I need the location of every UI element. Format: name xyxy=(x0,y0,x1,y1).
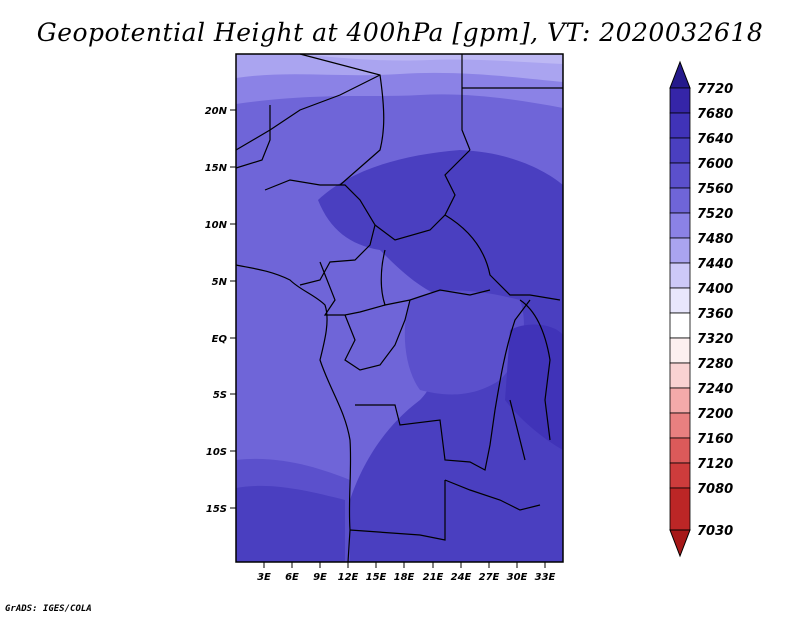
lon-label-21e: 21E xyxy=(423,572,444,583)
colorbar-label-7160: 7160 xyxy=(697,432,733,447)
map-frame xyxy=(235,53,564,563)
colorbar-label-7280: 7280 xyxy=(697,357,733,372)
colorbar-label-7240: 7240 xyxy=(697,382,733,397)
colorbar-label-7080: 7080 xyxy=(697,482,733,497)
colorbar-band-7480 xyxy=(669,237,691,264)
border-zambia xyxy=(444,479,541,511)
border-sahel-west xyxy=(235,105,271,169)
colorbar-band-7360 xyxy=(669,312,691,339)
country-borders xyxy=(235,53,563,563)
colorbar-label-7640: 7640 xyxy=(697,132,733,147)
colorbar-band-7400 xyxy=(669,287,691,314)
lon-label-24e: 24E xyxy=(451,572,472,583)
border-drc-east xyxy=(494,299,531,411)
border-car-drc xyxy=(380,249,491,306)
colorbar-label-7030: 7030 xyxy=(697,524,733,539)
border-niger-chad xyxy=(235,74,381,151)
colorbar-band-7720 xyxy=(669,87,691,114)
colorbar-label-7560: 7560 xyxy=(697,182,733,197)
lat-axis xyxy=(230,109,236,509)
colorbar-band-7080 xyxy=(669,487,691,531)
height-field xyxy=(236,54,563,562)
border-cameroon xyxy=(319,261,386,316)
colorbar xyxy=(669,60,691,558)
field-south-dark xyxy=(236,485,345,562)
colorbar-band-7680 xyxy=(669,112,691,139)
lon-label-3e: 3E xyxy=(257,572,271,583)
colorbar-band-7320 xyxy=(669,337,691,364)
lon-label-33e: 33E xyxy=(535,572,556,583)
colorbar-top-arrow xyxy=(669,60,691,89)
lon-label-6e: 6E xyxy=(285,572,299,583)
colorbar-label-7480: 7480 xyxy=(697,232,733,247)
colorbar-band-7240 xyxy=(669,387,691,414)
field-north-lightest xyxy=(300,54,563,64)
colorbar-label-7440: 7440 xyxy=(697,257,733,272)
colorbar-band-7440 xyxy=(669,262,691,289)
lat-label-eq: EQ xyxy=(212,334,228,345)
field-central-light xyxy=(404,290,524,395)
lon-label-12e: 12E xyxy=(338,572,359,583)
lat-label-5s: 5S xyxy=(213,390,227,401)
colorbar-label-7600: 7600 xyxy=(697,157,733,172)
lon-label-15e: 15E xyxy=(366,572,387,583)
lat-label-10n: 10N xyxy=(205,220,228,231)
colorbar-band-7280 xyxy=(669,362,691,389)
field-east-darker xyxy=(505,324,563,450)
border-coast xyxy=(235,264,352,563)
colorbar-label-7320: 7320 xyxy=(697,332,733,347)
colorbar-band-7160 xyxy=(669,437,691,464)
colorbar-label-7680: 7680 xyxy=(697,107,733,122)
colorbar-band-7120 xyxy=(669,462,691,489)
colorbar-label-7200: 7200 xyxy=(697,407,733,422)
lon-label-27e: 27E xyxy=(479,572,500,583)
colorbar-bottom-arrow xyxy=(669,529,691,558)
colorbar-band-7520 xyxy=(669,212,691,239)
lat-label-10s: 10S xyxy=(206,447,227,458)
border-lake xyxy=(509,399,526,461)
grads-credit: GrADS: IGES/COLA xyxy=(5,604,92,614)
colorbar-band-7640 xyxy=(669,137,691,164)
border-egypt-sudan xyxy=(461,54,471,151)
border-east-africa xyxy=(519,299,551,441)
border-drc-angola xyxy=(355,404,496,471)
lon-axis xyxy=(263,562,546,568)
map-title: Geopotential Height at 400hPa [gpm], VT:… xyxy=(36,18,764,47)
colorbar-band-7560 xyxy=(669,187,691,214)
colorbar-label-7520: 7520 xyxy=(697,207,733,222)
border-gabon-congo xyxy=(344,299,411,371)
colorbar-label-7400: 7400 xyxy=(697,282,733,297)
lon-label-18e: 18E xyxy=(394,572,415,583)
colorbar-label-7360: 7360 xyxy=(697,307,733,322)
colorbar-band-7200 xyxy=(669,412,691,439)
colorbar-label-7120: 7120 xyxy=(697,457,733,472)
lat-label-5n: 5N xyxy=(212,277,228,288)
colorbar-band-7600 xyxy=(669,162,691,189)
border-libya-chad xyxy=(299,53,385,186)
lat-label-20n: 20N xyxy=(205,106,228,117)
field-central-dark xyxy=(318,150,563,562)
lon-label-9e: 9E xyxy=(313,572,327,583)
field-north-lighter xyxy=(236,54,563,82)
lon-label-30e: 30E xyxy=(507,572,528,583)
colorbar-label-7720: 7720 xyxy=(697,82,733,97)
border-angola-namibia xyxy=(349,480,446,541)
lat-label-15n: 15N xyxy=(205,163,228,174)
lat-label-15s: 15S xyxy=(206,504,227,515)
border-car-sudan xyxy=(444,214,561,301)
